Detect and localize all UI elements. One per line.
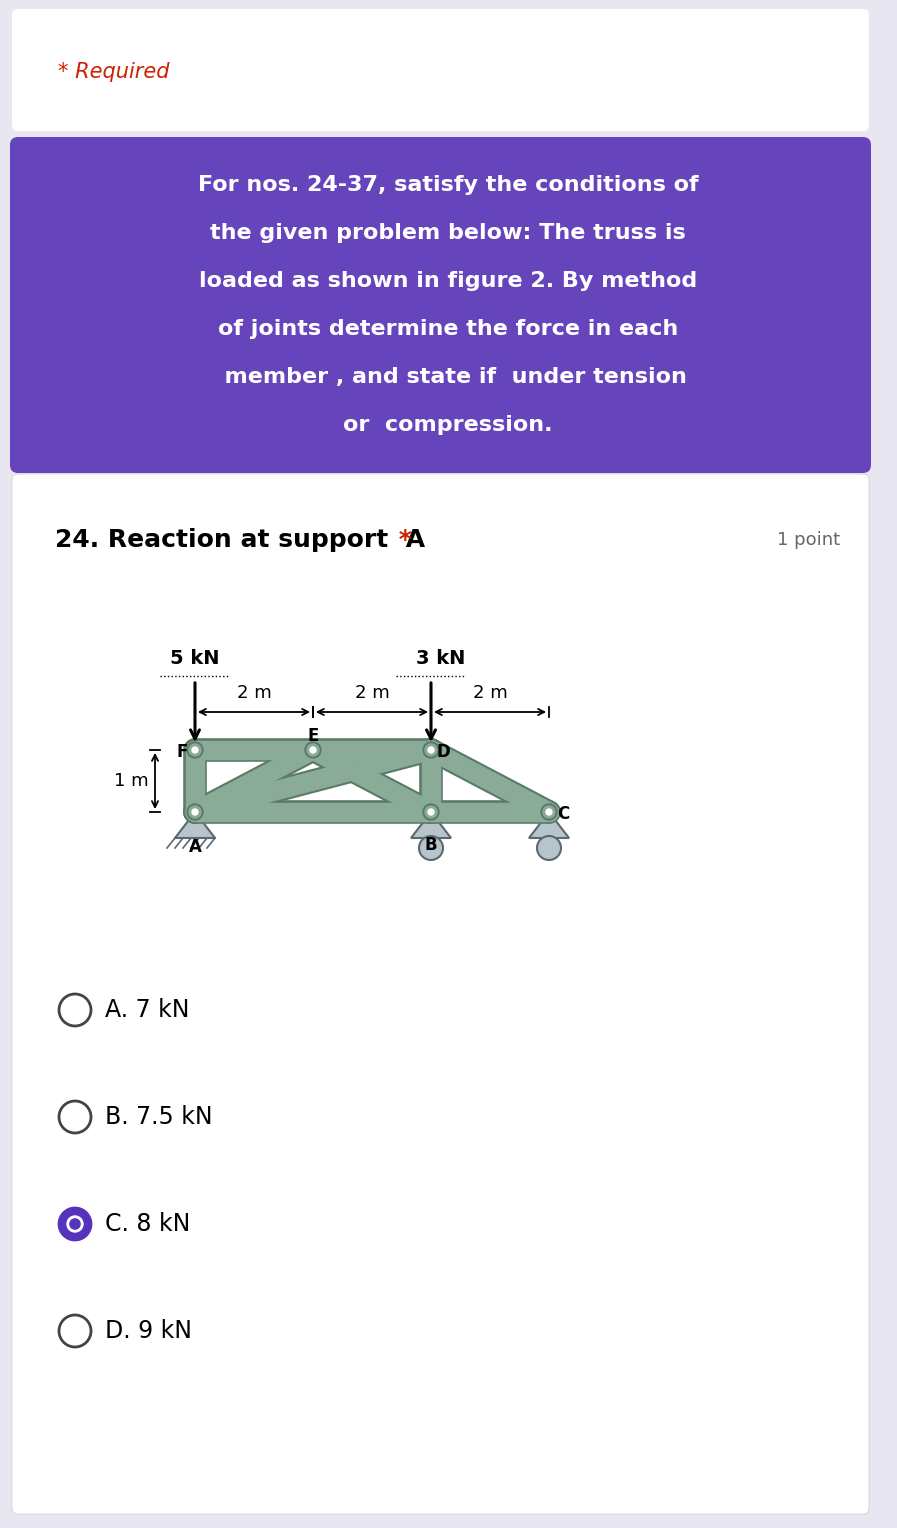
Text: the given problem below: The truss is: the given problem below: The truss is bbox=[210, 223, 686, 243]
Circle shape bbox=[305, 743, 321, 758]
Circle shape bbox=[189, 805, 201, 817]
Text: 1 point: 1 point bbox=[777, 532, 840, 549]
Text: 2 m: 2 m bbox=[473, 685, 508, 701]
Text: B. 7.5 kN: B. 7.5 kN bbox=[105, 1105, 213, 1129]
Text: B: B bbox=[424, 836, 438, 854]
Circle shape bbox=[419, 836, 443, 860]
Text: C. 8 kN: C. 8 kN bbox=[105, 1212, 190, 1236]
Text: member , and state if  under tension: member , and state if under tension bbox=[209, 367, 687, 387]
Circle shape bbox=[192, 747, 198, 753]
Text: *: * bbox=[390, 529, 412, 552]
Circle shape bbox=[425, 744, 437, 756]
Text: 5 kN: 5 kN bbox=[170, 649, 220, 668]
Text: D. 9 kN: D. 9 kN bbox=[105, 1319, 192, 1343]
Circle shape bbox=[59, 995, 91, 1025]
Text: of joints determine the force in each: of joints determine the force in each bbox=[218, 319, 678, 339]
Text: D: D bbox=[436, 743, 450, 761]
Polygon shape bbox=[175, 811, 215, 837]
Text: A. 7 kN: A. 7 kN bbox=[105, 998, 189, 1022]
Circle shape bbox=[189, 744, 201, 756]
Circle shape bbox=[192, 808, 198, 814]
Text: 24. Reaction at support  A: 24. Reaction at support A bbox=[55, 529, 425, 552]
Circle shape bbox=[59, 1102, 91, 1132]
Text: E: E bbox=[308, 727, 318, 746]
Text: 2 m: 2 m bbox=[354, 685, 389, 701]
Text: 1 m: 1 m bbox=[115, 772, 149, 790]
Circle shape bbox=[428, 808, 434, 814]
FancyBboxPatch shape bbox=[12, 474, 869, 1514]
Circle shape bbox=[546, 808, 552, 814]
Text: C: C bbox=[557, 805, 569, 824]
Circle shape bbox=[187, 743, 203, 758]
Text: 2 m: 2 m bbox=[237, 685, 272, 701]
Circle shape bbox=[423, 743, 439, 758]
Polygon shape bbox=[411, 811, 451, 837]
Polygon shape bbox=[529, 811, 569, 837]
Circle shape bbox=[425, 805, 437, 817]
Circle shape bbox=[187, 804, 203, 821]
Text: or  compression.: or compression. bbox=[344, 416, 553, 435]
Circle shape bbox=[59, 1316, 91, 1348]
Circle shape bbox=[307, 744, 319, 756]
FancyBboxPatch shape bbox=[12, 9, 869, 131]
Text: For nos. 24-37, satisfy the conditions of: For nos. 24-37, satisfy the conditions o… bbox=[197, 176, 698, 196]
Circle shape bbox=[59, 1209, 91, 1241]
Circle shape bbox=[537, 836, 561, 860]
Circle shape bbox=[428, 747, 434, 753]
Circle shape bbox=[70, 1219, 80, 1229]
Circle shape bbox=[543, 805, 555, 817]
Text: F: F bbox=[177, 743, 187, 761]
Circle shape bbox=[541, 804, 557, 821]
Text: * Required: * Required bbox=[58, 63, 170, 83]
Text: loaded as shown in figure 2. By method: loaded as shown in figure 2. By method bbox=[199, 270, 697, 290]
Circle shape bbox=[310, 747, 316, 753]
Text: A: A bbox=[188, 837, 202, 856]
Text: 3 kN: 3 kN bbox=[416, 649, 466, 668]
Circle shape bbox=[67, 1216, 83, 1232]
FancyBboxPatch shape bbox=[10, 138, 871, 474]
Circle shape bbox=[423, 804, 439, 821]
